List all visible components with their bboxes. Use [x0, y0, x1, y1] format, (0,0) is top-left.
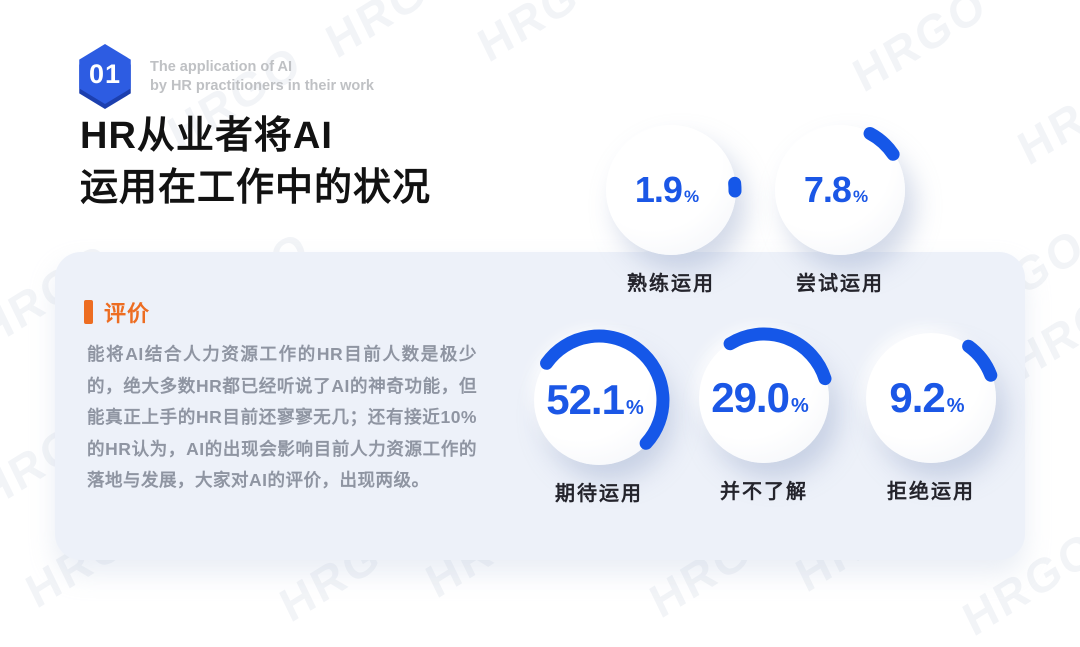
stat-gauge-2: 7.8% 尝试运用	[765, 115, 915, 295]
gauge-value-number: 52.1	[546, 376, 625, 423]
gauge-label: 期待运用	[555, 483, 643, 505]
title-line-2: 运用在工作中的状况	[80, 167, 432, 209]
hrgo-watermark: HRGO	[1009, 48, 1080, 176]
gauge-value: 1.9%	[602, 125, 732, 255]
hrgo-watermark: HRGO	[469, 0, 621, 73]
gauge-value-number: 29.0	[711, 374, 790, 421]
gauge-arc-icon	[723, 327, 832, 386]
title-line-1: HR从业者将AI	[80, 115, 333, 157]
subtitle-line-2: by HR practitioners in their work	[150, 78, 374, 94]
gauge-value-number: 7.8	[803, 169, 852, 210]
english-subtitle: The application of AI by HR practitioner…	[150, 58, 374, 96]
gauge-percent-sign: %	[625, 397, 644, 419]
section-number-badge: 01	[77, 44, 133, 109]
gauge-value: 9.2%	[862, 333, 992, 463]
review-heading: 评价	[84, 296, 150, 328]
subtitle-line-1: The application of AI	[150, 59, 293, 75]
stat-gauge-4: 29.0% 并不了解	[689, 323, 839, 503]
gauge-arc-icon	[728, 176, 742, 198]
review-heading-label: 评价	[104, 301, 151, 326]
review-body-text: 能将AI结合人力资源工作的HR目前人数是极少的，绝大多数HR都已经听说了AI的神…	[87, 344, 477, 490]
stat-gauge-1: 1.9% 熟练运用	[596, 115, 746, 295]
page-title: HR从业者将AI 运用在工作中的状况	[80, 110, 431, 214]
stat-gauge-3: 52.1% 期待运用	[524, 325, 674, 505]
gauge-value-number: 1.9	[634, 169, 683, 210]
gauge-label: 尝试运用	[796, 273, 884, 295]
gauge-arc-icon	[863, 126, 900, 161]
section-number: 01	[88, 58, 122, 89]
gauge-label: 并不了解	[720, 481, 808, 503]
gauge-label: 熟练运用	[627, 273, 715, 295]
gauge-percent-sign: %	[946, 395, 965, 417]
gauge-percent-sign: %	[852, 187, 869, 206]
gauge-circle	[606, 125, 736, 255]
stat-gauge-5: 9.2% 拒绝运用	[856, 323, 1006, 503]
gauge-percent-sign: %	[790, 395, 809, 417]
gauge-label: 拒绝运用	[887, 481, 975, 503]
gauge-arc-icon	[540, 329, 670, 450]
hrgo-watermark: HRGO	[844, 0, 996, 103]
gauge-arc-icon	[962, 339, 998, 382]
gauge-value: 29.0%	[695, 333, 825, 463]
orange-bar-icon	[84, 300, 93, 324]
gauge-value: 7.8%	[771, 125, 901, 255]
gauge-value: 52.1%	[530, 335, 660, 465]
gauge-percent-sign: %	[683, 187, 700, 206]
gauge-value-number: 9.2	[889, 374, 945, 421]
